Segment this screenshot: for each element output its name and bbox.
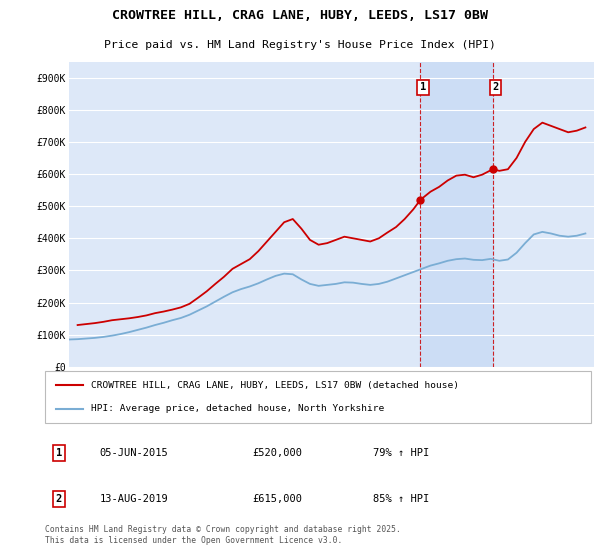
- Text: £615,000: £615,000: [253, 494, 302, 504]
- Text: 2: 2: [492, 82, 499, 92]
- Bar: [421, 62, 493, 367]
- Text: 79% ↑ HPI: 79% ↑ HPI: [373, 448, 429, 458]
- Text: 13-AUG-2019: 13-AUG-2019: [100, 494, 169, 504]
- Text: 1: 1: [420, 82, 426, 92]
- Text: 05-JUN-2015: 05-JUN-2015: [100, 448, 169, 458]
- Text: 2: 2: [56, 494, 62, 504]
- Text: 1: 1: [56, 448, 62, 458]
- Text: Price paid vs. HM Land Registry's House Price Index (HPI): Price paid vs. HM Land Registry's House …: [104, 40, 496, 50]
- Text: CROWTREE HILL, CRAG LANE, HUBY, LEEDS, LS17 0BW (detached house): CROWTREE HILL, CRAG LANE, HUBY, LEEDS, L…: [91, 381, 460, 390]
- FancyBboxPatch shape: [45, 371, 591, 423]
- Text: £520,000: £520,000: [253, 448, 302, 458]
- Text: HPI: Average price, detached house, North Yorkshire: HPI: Average price, detached house, Nort…: [91, 404, 385, 413]
- Text: 85% ↑ HPI: 85% ↑ HPI: [373, 494, 429, 504]
- Text: CROWTREE HILL, CRAG LANE, HUBY, LEEDS, LS17 0BW: CROWTREE HILL, CRAG LANE, HUBY, LEEDS, L…: [112, 9, 488, 22]
- Text: Contains HM Land Registry data © Crown copyright and database right 2025.
This d: Contains HM Land Registry data © Crown c…: [45, 525, 401, 545]
